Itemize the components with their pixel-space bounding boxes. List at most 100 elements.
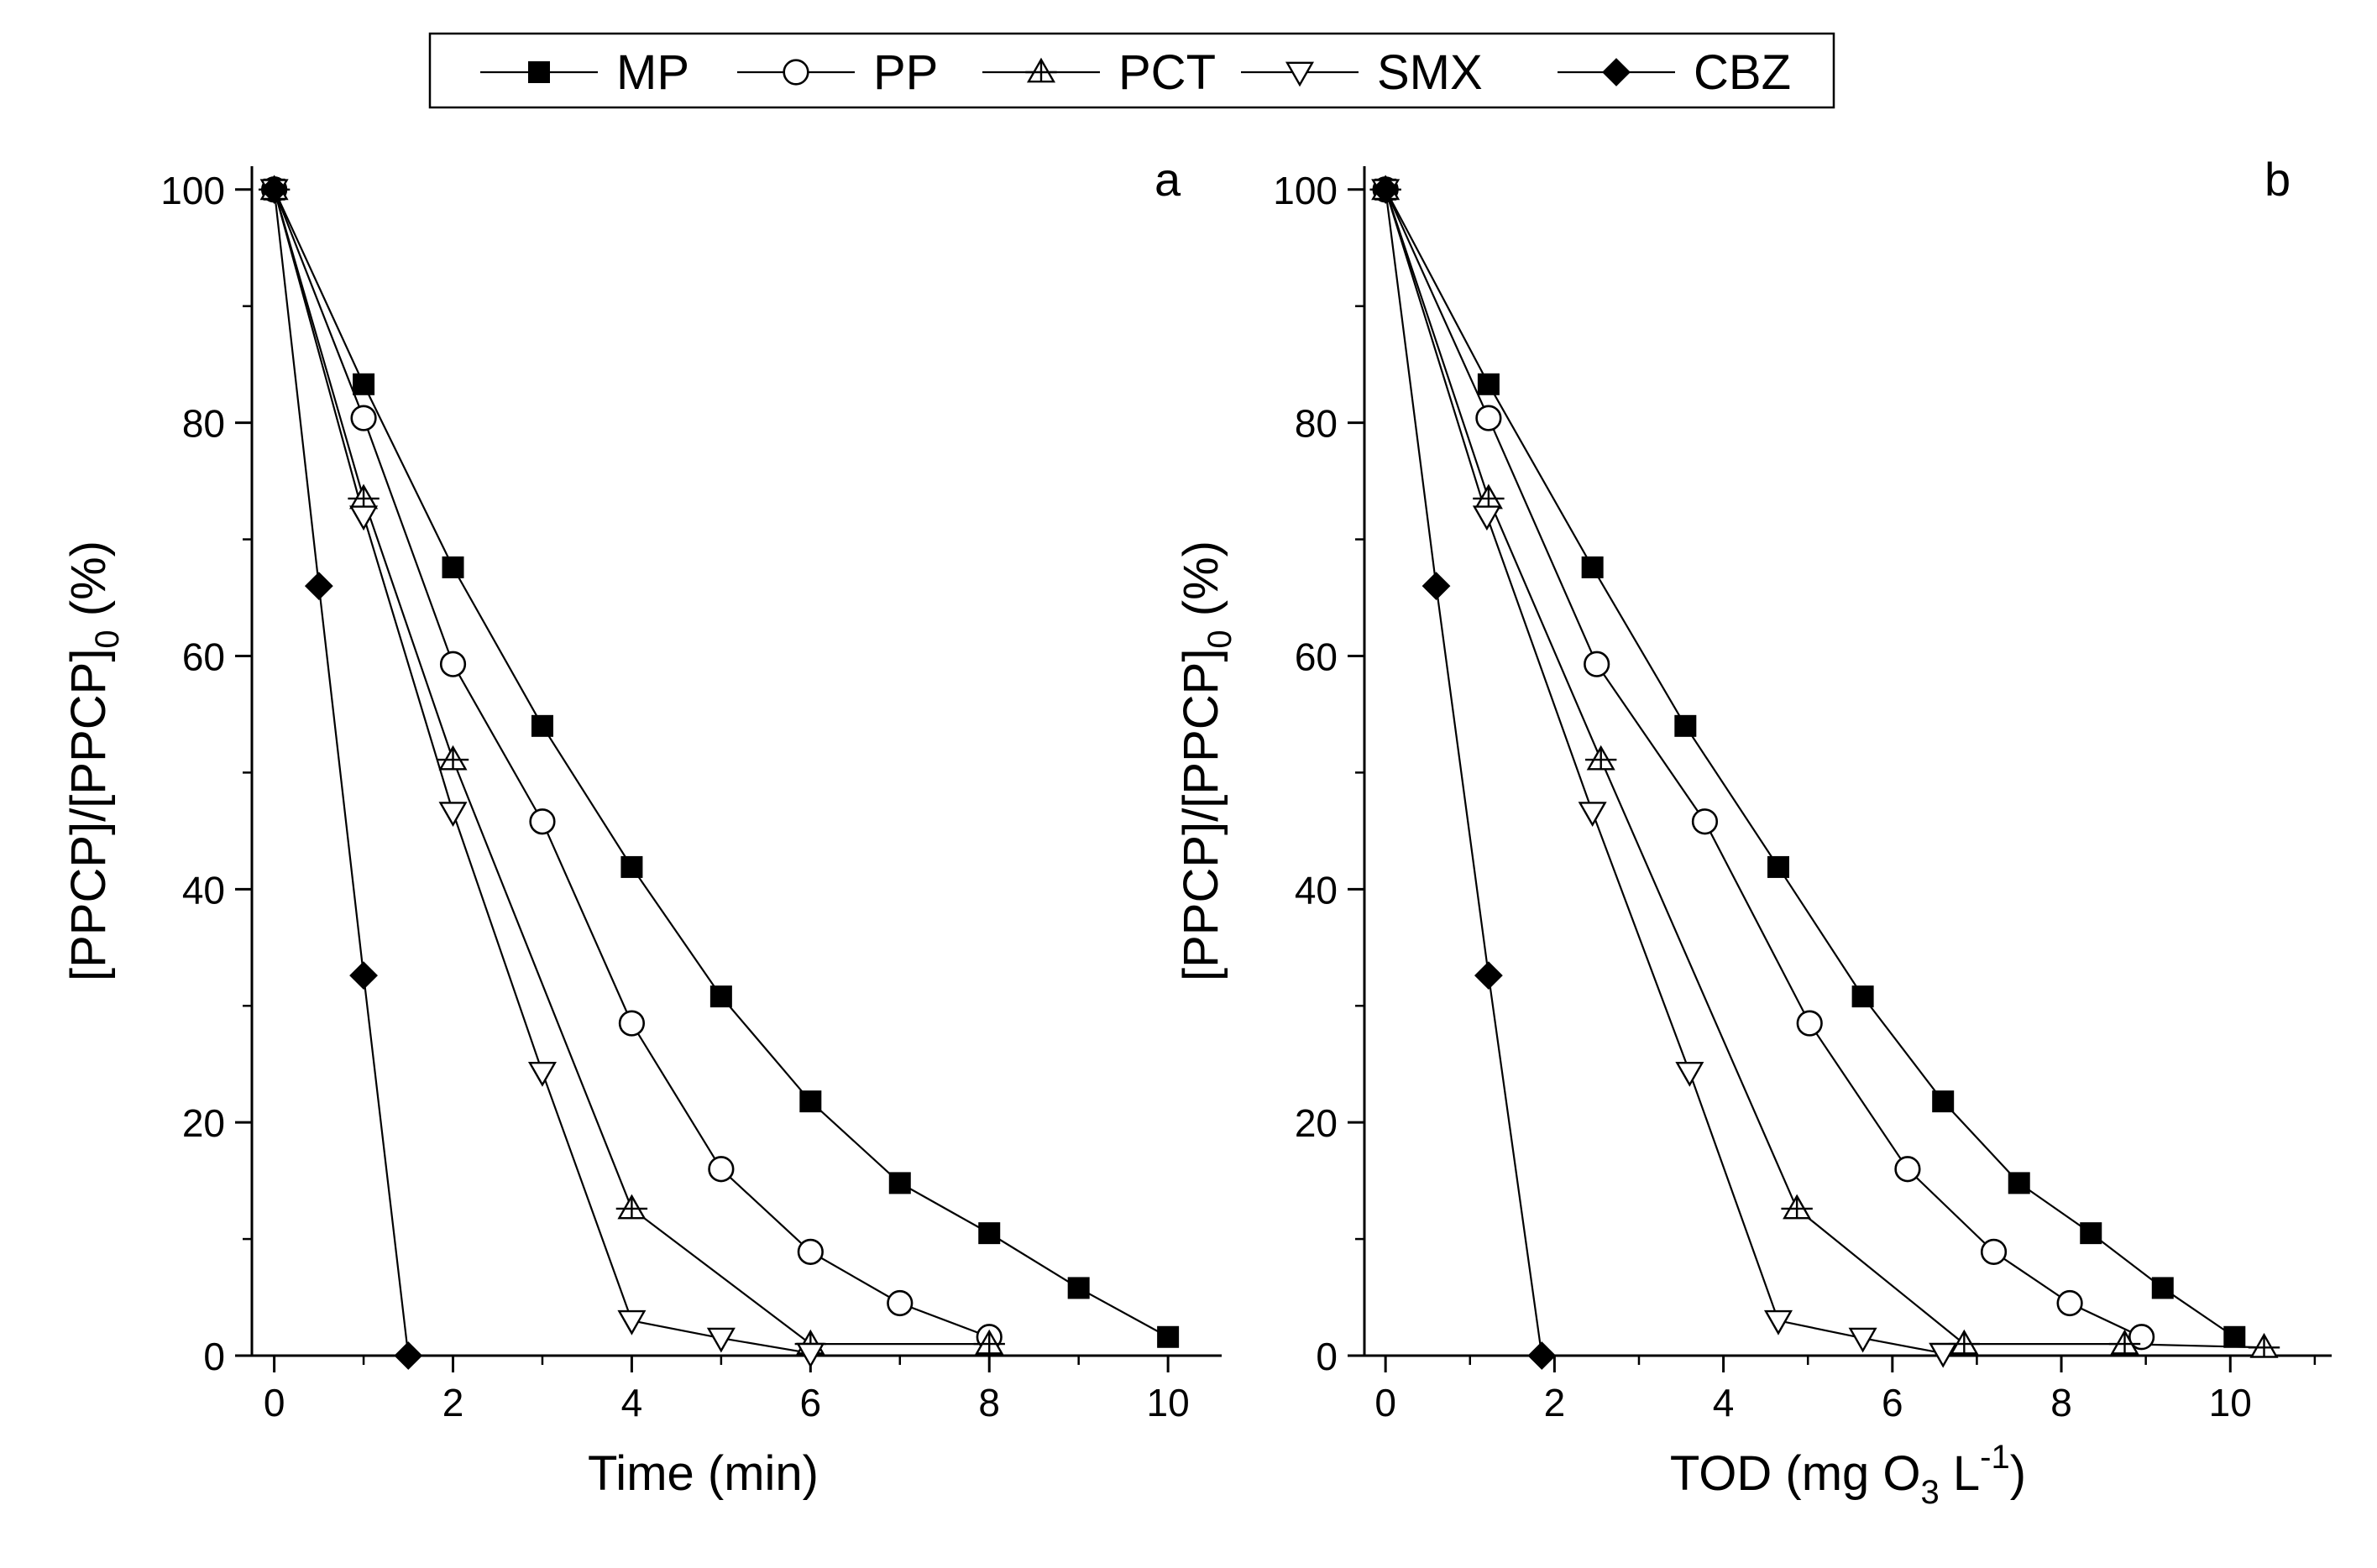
data-point-smx xyxy=(796,1342,825,1368)
y-tick-label: 80 xyxy=(182,402,225,446)
legend-entry-pct: PCT xyxy=(982,45,1216,100)
data-point-mp xyxy=(1157,1325,1180,1348)
series-markers-cbz xyxy=(259,175,423,1370)
y-tick-label: 80 xyxy=(1295,402,1338,446)
legend-entry-cbz: CBZ xyxy=(1558,45,1791,100)
legend-marker xyxy=(528,61,550,83)
data-point-pct xyxy=(437,745,469,771)
y-tick-label: 100 xyxy=(160,169,225,212)
x-tick-label: 0 xyxy=(264,1381,285,1424)
legend-entry-pp: PP xyxy=(737,45,938,100)
x-tick-label: 0 xyxy=(1374,1381,1396,1424)
data-point-cbz xyxy=(1527,1341,1557,1370)
y-tick-label: 20 xyxy=(182,1101,225,1145)
data-point-mp xyxy=(709,985,732,1008)
data-point-pp xyxy=(439,651,467,677)
legend-label: PCT xyxy=(1118,45,1216,100)
data-point-pct xyxy=(348,483,380,510)
data-point-mp xyxy=(2080,1222,2102,1245)
data-point-cbz xyxy=(304,572,333,601)
data-point-pp xyxy=(1691,808,1719,835)
series-line-mp xyxy=(1385,189,2235,1338)
data-point-pct xyxy=(2248,1332,2280,1358)
y-tick-label: 60 xyxy=(182,635,225,678)
panel-label: b xyxy=(2264,153,2291,206)
data-point-mp xyxy=(1581,556,1604,578)
data-point-pp xyxy=(618,1010,646,1037)
data-point-pp xyxy=(1475,405,1502,431)
data-point-pp xyxy=(529,808,556,835)
data-point-pp xyxy=(350,405,377,431)
y-tick-label: 20 xyxy=(1295,1101,1338,1145)
data-point-cbz xyxy=(1474,961,1503,990)
data-point-smx xyxy=(1578,802,1607,827)
panel-b: 0 20 40 60 80 100 0 2 4 6 8 10 b [PPCP]/[PPCP]0 (%) TO… xyxy=(1174,153,2332,1511)
data-point-mp xyxy=(1932,1090,1955,1113)
data-point-cbz xyxy=(1371,175,1401,204)
data-point-mp xyxy=(531,714,553,737)
y-tick-label: 40 xyxy=(1295,868,1338,912)
legend-label: SMX xyxy=(1377,45,1483,100)
panel-a: 0 20 40 60 80 100 0 2 4 6 8 10 a [PPCP]/[PPCP]0 (%) Ti… xyxy=(61,153,1222,1501)
series-line-pp xyxy=(1385,189,2143,1338)
legend-entry-mp: MP xyxy=(480,45,689,100)
series-markers-mp xyxy=(263,178,1180,1348)
data-point-pp xyxy=(2056,1289,2083,1317)
legend-marker xyxy=(1025,57,1057,83)
data-point-cbz xyxy=(349,961,378,990)
y-tick-label: 100 xyxy=(1273,169,1338,212)
data-point-cbz xyxy=(259,175,289,204)
data-point-mp xyxy=(799,1090,822,1113)
y-tick-label: 0 xyxy=(203,1335,225,1378)
legend-label: MP xyxy=(616,45,689,100)
x-tick-label: 8 xyxy=(2050,1381,2072,1424)
data-point-mp xyxy=(1477,373,1500,395)
legend-label: PP xyxy=(873,45,938,100)
y-axis-label: [PPCP]/[PPCP]0 (%) xyxy=(61,541,126,981)
data-point-mp xyxy=(2151,1277,2174,1299)
data-point-smx xyxy=(1675,1062,1704,1087)
data-point-pct xyxy=(1585,745,1617,771)
data-point-cbz xyxy=(394,1341,423,1370)
series-markers-pct xyxy=(1369,175,2280,1358)
x-tick-label: 6 xyxy=(800,1381,822,1424)
x-tick-label: 6 xyxy=(1882,1381,1903,1424)
y-tick-label: 60 xyxy=(1295,635,1338,678)
data-point-pp xyxy=(1796,1010,1823,1037)
data-point-pp xyxy=(1894,1156,1921,1183)
data-point-mp xyxy=(2223,1325,2246,1348)
data-point-pct xyxy=(2108,1329,2141,1355)
y-axis-label: [PPCP]/[PPCP]0 (%) xyxy=(1174,541,1238,981)
data-point-smx xyxy=(706,1327,736,1353)
y-tick-label: 0 xyxy=(1316,1335,1338,1378)
data-point-mp xyxy=(1851,985,1874,1008)
data-point-smx xyxy=(617,1309,647,1335)
x-tick-label: 10 xyxy=(1147,1381,1190,1424)
legend-marker xyxy=(1602,58,1631,86)
series-line-cbz xyxy=(273,189,410,1356)
legend-box xyxy=(428,32,1835,109)
data-point-pp xyxy=(1584,651,1610,677)
x-tick-label: 10 xyxy=(2209,1381,2252,1424)
series-line-smx xyxy=(1385,189,1944,1355)
legend: MP PP PCT SMX CBZ xyxy=(428,32,1835,109)
data-point-pp xyxy=(887,1289,914,1317)
series-line-pct xyxy=(1385,189,2264,1349)
data-point-mp xyxy=(442,556,464,578)
data-point-mp xyxy=(1674,714,1697,737)
data-point-cbz xyxy=(1421,572,1451,601)
data-point-mp xyxy=(888,1172,911,1194)
data-point-smx xyxy=(349,505,379,531)
data-point-mp xyxy=(1067,1277,1090,1299)
data-point-pct xyxy=(615,1194,648,1220)
data-point-mp xyxy=(353,373,375,395)
data-point-mp xyxy=(620,855,643,878)
legend-entry-smx: SMX xyxy=(1241,45,1483,100)
data-point-smx xyxy=(1848,1327,1877,1353)
series-markers-smx xyxy=(259,179,825,1368)
series-line-cbz xyxy=(1385,189,1543,1356)
x-tick-label: 8 xyxy=(978,1381,1000,1424)
series-markers-smx xyxy=(1371,179,1958,1368)
